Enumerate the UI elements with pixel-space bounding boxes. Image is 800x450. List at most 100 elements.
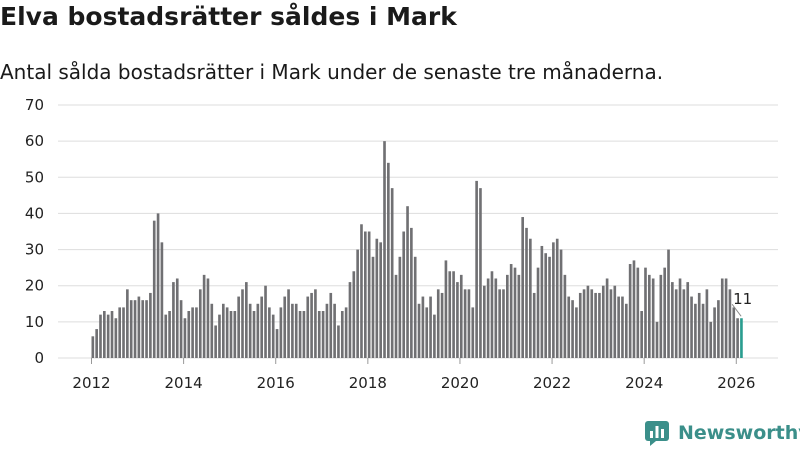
bar xyxy=(563,274,567,358)
bar xyxy=(413,256,417,358)
bar xyxy=(241,289,244,358)
bar xyxy=(287,289,290,358)
bar xyxy=(245,282,248,358)
y-tick-label: 20 xyxy=(25,277,44,295)
bar xyxy=(394,274,398,358)
bar xyxy=(233,311,237,358)
bar xyxy=(475,180,478,358)
bar xyxy=(321,311,325,358)
bar xyxy=(175,278,179,358)
bar xyxy=(271,314,275,358)
bar xyxy=(122,307,125,358)
bar xyxy=(275,329,279,358)
bar xyxy=(663,267,666,358)
bar xyxy=(559,249,563,358)
bar xyxy=(410,227,413,358)
bar xyxy=(229,311,233,358)
bar xyxy=(95,329,98,358)
bar xyxy=(697,292,701,358)
x-tick-label: 2026 xyxy=(717,374,755,392)
x-tick-label: 2016 xyxy=(257,374,295,392)
bar xyxy=(686,282,690,358)
bar xyxy=(118,307,122,358)
annotations: 11 xyxy=(731,290,752,317)
bar xyxy=(195,307,198,358)
bar xyxy=(126,289,129,358)
bar xyxy=(586,285,590,358)
bar xyxy=(164,314,168,358)
bar xyxy=(571,300,574,358)
bar xyxy=(705,289,709,358)
bar xyxy=(340,311,344,358)
bar xyxy=(248,303,252,358)
bar xyxy=(402,231,406,358)
bar xyxy=(444,260,448,358)
bar xyxy=(356,249,359,358)
last-value-leader xyxy=(731,303,742,317)
bar xyxy=(198,289,202,358)
bar xyxy=(671,282,674,358)
bar xyxy=(513,267,517,358)
bar xyxy=(732,307,736,358)
bar xyxy=(99,314,102,358)
bar xyxy=(425,307,429,358)
bar xyxy=(306,296,310,358)
y-tick-label: 10 xyxy=(25,313,44,331)
bar xyxy=(141,300,145,358)
bar xyxy=(632,260,636,358)
bar xyxy=(91,336,95,358)
bar xyxy=(624,303,628,358)
bar xyxy=(291,303,294,358)
bar xyxy=(383,141,386,358)
bar xyxy=(298,311,302,358)
bar xyxy=(390,188,394,358)
bar xyxy=(555,238,559,358)
bar xyxy=(613,285,617,358)
bar xyxy=(448,271,452,358)
y-tick-label: 0 xyxy=(34,349,44,367)
y-tick-label: 50 xyxy=(25,168,44,186)
x-tick-label: 2022 xyxy=(533,374,571,392)
bar xyxy=(160,242,164,358)
y-tick-label: 60 xyxy=(25,132,44,150)
bar xyxy=(540,245,544,358)
brand-name: Newsworthy xyxy=(678,422,800,444)
bar xyxy=(264,285,267,358)
bar xyxy=(636,267,640,358)
bar xyxy=(651,278,655,358)
bar xyxy=(283,296,287,358)
bar xyxy=(536,267,540,358)
bar xyxy=(421,296,425,358)
bar-latest xyxy=(740,318,743,358)
bar xyxy=(490,271,494,358)
bar xyxy=(509,264,513,358)
chart-subtitle: Antal sålda bostadsrätter i Mark under d… xyxy=(0,60,664,84)
bar xyxy=(337,325,340,358)
bar xyxy=(429,296,432,358)
bar xyxy=(575,307,578,358)
bar xyxy=(720,278,724,358)
bar xyxy=(582,289,586,358)
bar xyxy=(268,307,271,358)
bar xyxy=(529,238,532,358)
bar xyxy=(302,311,306,358)
bar xyxy=(482,285,486,358)
bar xyxy=(256,303,260,358)
bar xyxy=(521,217,524,358)
bar xyxy=(310,292,313,358)
bar xyxy=(387,162,390,358)
bar xyxy=(103,311,106,358)
bar xyxy=(548,256,551,358)
x-tick-label: 2020 xyxy=(441,374,479,392)
bar xyxy=(463,289,467,358)
bar xyxy=(179,300,183,358)
bar xyxy=(452,271,455,358)
bar xyxy=(187,311,191,358)
bar xyxy=(333,303,336,358)
bar xyxy=(506,274,509,358)
bar xyxy=(467,289,471,358)
bar xyxy=(314,289,317,358)
bars xyxy=(91,141,743,358)
bar xyxy=(191,307,194,358)
bar xyxy=(294,303,298,358)
